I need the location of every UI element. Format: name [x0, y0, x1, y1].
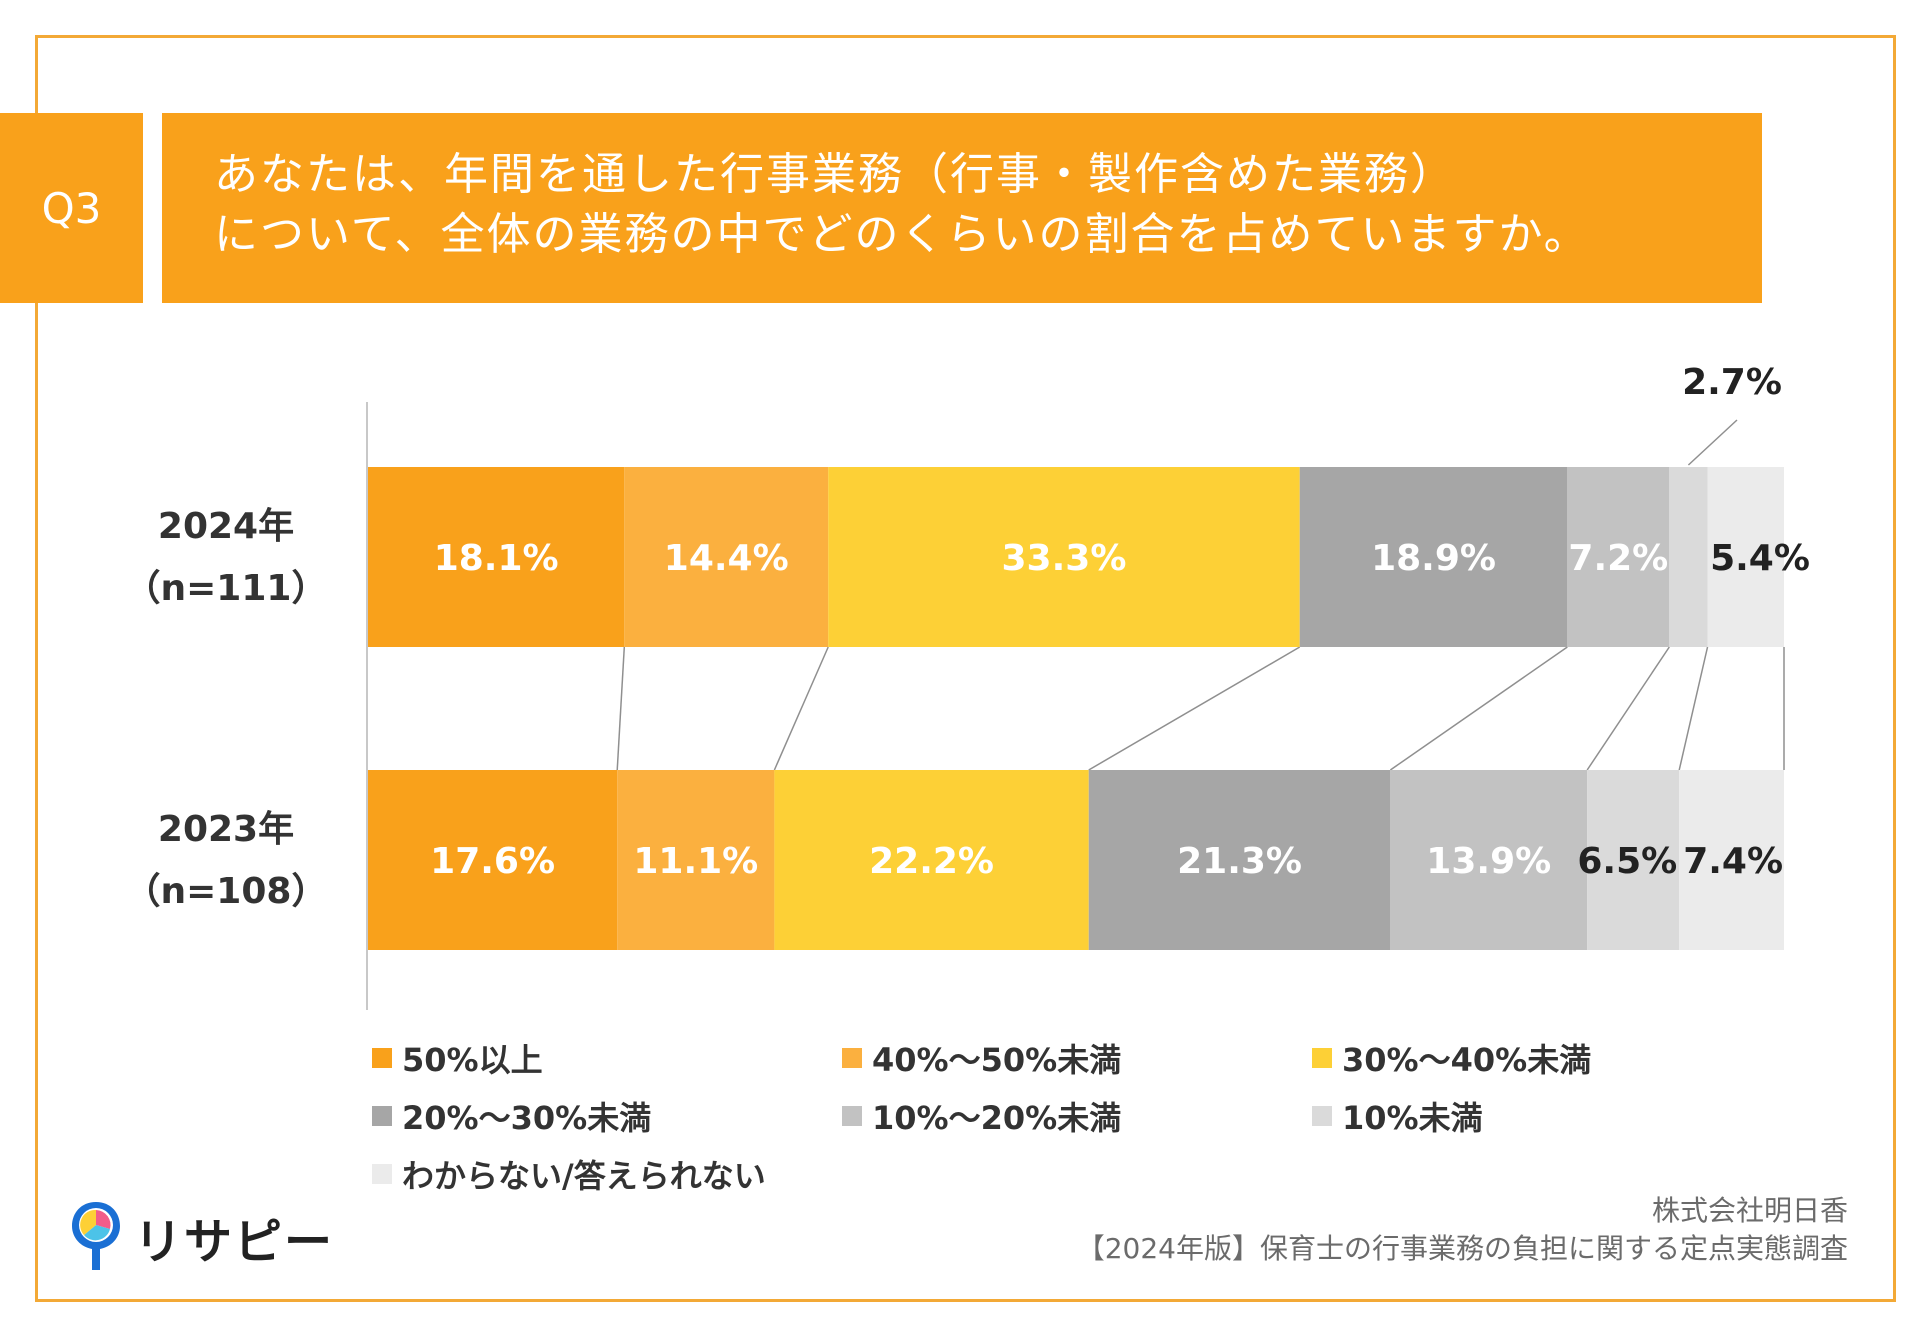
legend-swatch — [842, 1048, 862, 1068]
data-label: 33.3% — [1002, 538, 1127, 579]
bar-segment — [617, 770, 775, 950]
series-connector-line — [1389, 646, 1568, 771]
chart-legend: 50%以上 40%～50%未満 30%～40%未満 20%～30%未満 10%～20%未… — [372, 1035, 1802, 1210]
bar-segment — [1088, 770, 1391, 950]
legend-label: 50%以上 — [402, 1041, 543, 1079]
data-label: 5.4% — [1710, 538, 1810, 579]
row-label-year: 2023年 — [158, 809, 294, 850]
legend-label: 20%～30%未満 — [402, 1099, 652, 1137]
bar-segment — [1707, 467, 1784, 647]
series-connector-line — [616, 646, 626, 771]
question-number: Q3 — [41, 183, 102, 233]
row-label-year: 2024年 — [158, 506, 294, 547]
row-label-n: （n=111） — [125, 568, 328, 609]
source-company: 株式会社明日香 — [1651, 1194, 1848, 1227]
data-label: 6.5% — [1577, 841, 1677, 882]
legend-swatch — [1312, 1106, 1332, 1126]
label-leader-line — [1687, 419, 1738, 466]
legend-swatch — [372, 1106, 392, 1126]
series-connector-line — [1586, 646, 1670, 771]
data-label: 7.4% — [1683, 841, 1783, 882]
logo-text: リサピー — [134, 1214, 335, 1270]
bar-segment — [828, 467, 1300, 647]
data-label: 17.6% — [430, 841, 555, 882]
question-number-tag: Q3 — [0, 113, 143, 303]
bar-segment — [1567, 467, 1670, 647]
source-credit: 株式会社明日香 【2024年版】保育士の行事業務の負担に関する定点実態調査 — [1077, 1192, 1848, 1268]
data-label: 14.4% — [664, 538, 789, 579]
brand-logo: リサピー — [68, 1198, 334, 1276]
source-survey: 【2024年版】保育士の行事業務の負担に関する定点実態調査 — [1076, 1232, 1848, 1265]
data-label: 18.9% — [1371, 538, 1496, 579]
bar-segment — [1390, 770, 1588, 950]
question-line-1: あなたは、年間を通した行事業務（行事・製作含めた業務） — [214, 149, 1456, 200]
legend-item: 50%以上 — [372, 1035, 543, 1081]
legend-item: 20%～30%未満 — [372, 1093, 651, 1139]
legend-item: 40%～50%未満 — [842, 1035, 1121, 1081]
legend-item: 30%～40%未満 — [1312, 1035, 1591, 1081]
bar-segment — [624, 467, 829, 647]
bar-segment — [1669, 467, 1708, 647]
data-label: 2.7% — [1682, 362, 1782, 403]
legend-label: 30%～40%未満 — [1342, 1041, 1592, 1079]
data-label: 18.1% — [434, 538, 559, 579]
row-label-n: （n=108） — [125, 871, 328, 912]
bar-segment — [774, 770, 1089, 950]
bar-segment — [368, 770, 618, 950]
data-label: 13.9% — [1426, 841, 1551, 882]
legend-label: 40%～50%未満 — [872, 1041, 1122, 1079]
legend-label: わからない/答えられない — [402, 1157, 766, 1195]
legend-swatch — [372, 1048, 392, 1068]
data-label: 21.3% — [1177, 841, 1302, 882]
legend-item: 10%未満 — [1312, 1093, 1483, 1139]
legend-label: 10%～20%未満 — [872, 1099, 1122, 1137]
card-frame — [35, 35, 1896, 1302]
legend-swatch — [372, 1164, 392, 1184]
series-connector-line — [1678, 646, 1709, 771]
question-banner: あなたは、年間を通した行事業務（行事・製作含めた業務） について、全体の業務の中… — [162, 113, 1762, 303]
legend-item: 10%～20%未満 — [842, 1093, 1121, 1139]
legend-swatch — [1312, 1048, 1332, 1068]
legend-label: 10%未満 — [1342, 1099, 1483, 1137]
data-label: 7.2% — [1568, 538, 1668, 579]
pin-logo-icon — [72, 1202, 120, 1270]
data-label: 22.2% — [869, 841, 994, 882]
legend-swatch — [842, 1106, 862, 1126]
bar-segment — [368, 467, 625, 647]
bar-segment — [1587, 770, 1680, 950]
bar-segment — [1299, 467, 1568, 647]
series-connector-line — [1088, 646, 1301, 771]
series-connector-line — [773, 646, 829, 771]
bar-segment — [1679, 770, 1784, 950]
legend-item: わからない/答えられない — [372, 1151, 766, 1197]
data-label: 11.1% — [633, 841, 758, 882]
question-line-2: について、全体の業務の中でどのくらいの割合を占めていますか。 — [214, 209, 1590, 260]
